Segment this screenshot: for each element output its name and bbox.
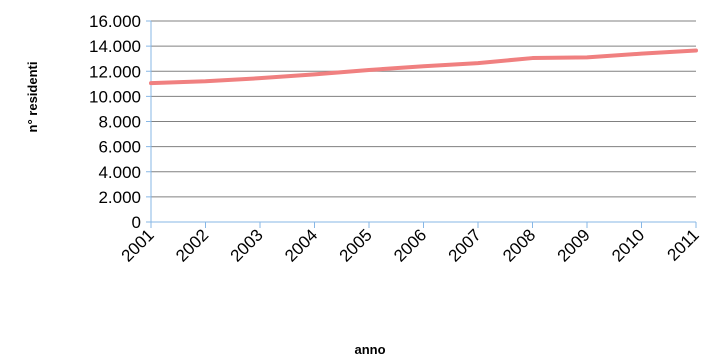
y-tick-label: 14.000 (89, 37, 141, 56)
x-tick-label: 2003 (227, 225, 267, 265)
y-tick-labels: 0 2.000 4.000 6.000 8.000 10.000 12.000 14.000 1… (89, 12, 141, 232)
y-tick-label: 4.000 (98, 163, 141, 182)
series-line (149, 48, 698, 86)
x-tick-label: 2007 (445, 225, 485, 265)
x-tick-label: 2011 (664, 225, 703, 264)
x-tick-label: 2009 (554, 225, 594, 265)
y-tick-label: 0 (132, 213, 141, 232)
x-tick-label: 2002 (172, 225, 212, 265)
x-tick-label: 2001 (118, 225, 158, 265)
x-tick-label: 2004 (281, 225, 321, 265)
gridlines (151, 20, 696, 198)
y-tick-label: 6.000 (98, 138, 141, 157)
x-axis-title: anno (354, 342, 385, 357)
x-tick-label: 2006 (390, 225, 430, 265)
x-tick-label: 2010 (608, 225, 648, 265)
y-tick-label: 12.000 (89, 62, 141, 81)
x-tick-label: 2008 (499, 225, 539, 265)
y-tick-label: 10.000 (89, 87, 141, 106)
x-tick-label: 2005 (336, 225, 376, 265)
y-axis-title: n° residenti (25, 62, 40, 133)
y-tick-label: 8.000 (98, 113, 141, 132)
axes (146, 20, 697, 228)
y-tick-label: 2.000 (98, 188, 141, 207)
series-layer (149, 48, 698, 86)
x-tick-labels: 2001 2002 2003 2004 2005 2006 2007 2008 2009 2010… (118, 225, 703, 265)
y-tick-label: 16.000 (89, 12, 141, 31)
